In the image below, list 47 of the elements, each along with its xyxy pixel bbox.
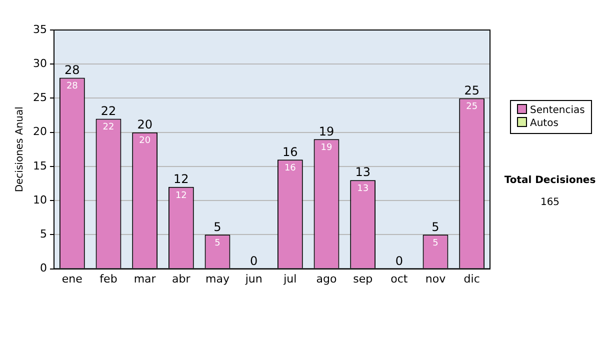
- total-label: 5: [432, 220, 440, 234]
- data-label: 16: [284, 163, 296, 174]
- x-tick-label: ago: [316, 272, 337, 286]
- total-label: 0: [395, 254, 403, 268]
- y-tick-label: 25: [32, 91, 47, 104]
- x-tick-label: oct: [390, 272, 408, 286]
- x-tick-label: nov: [425, 272, 446, 286]
- total-label: 12: [174, 172, 189, 186]
- x-tick-label: may: [206, 272, 230, 286]
- x-tick-label: mar: [134, 272, 156, 286]
- total-label: 16: [282, 144, 298, 159]
- x-tick-label: sep: [353, 272, 373, 286]
- data-label: 13: [357, 184, 369, 194]
- y-tick-label: 30: [32, 56, 47, 70]
- data-label: 28: [66, 82, 78, 92]
- total-label: 19: [318, 124, 334, 138]
- y-axis-title: Decisiones Anual: [14, 106, 26, 192]
- total-label: 13: [355, 165, 370, 180]
- total-label: 20: [137, 117, 152, 132]
- x-tick-label: ene: [62, 272, 83, 286]
- y-tick-label: 0: [40, 262, 47, 275]
- legend-label: Autos: [529, 117, 560, 130]
- x-tick-label: jun: [244, 272, 262, 286]
- data-label: 12: [175, 190, 187, 201]
- total-label: 28: [64, 62, 80, 77]
- y-tick-label: 35: [32, 22, 47, 36]
- y-tick-label: 5: [40, 228, 47, 241]
- total-label: 25: [464, 83, 480, 98]
- total-label: 5: [214, 220, 222, 234]
- y-tick-label: 10: [32, 193, 47, 206]
- x-tick-label: dic: [464, 272, 480, 286]
- x-tick-label: abr: [172, 272, 191, 286]
- text: Total Decisiones: [503, 174, 597, 188]
- data-label: 25: [466, 102, 478, 112]
- data-label: 20: [139, 136, 151, 146]
- y-tick-label: 20: [32, 125, 47, 138]
- total-label: 0: [250, 254, 258, 268]
- data-label: 22: [102, 122, 114, 133]
- data-label: 5: [214, 238, 220, 249]
- text: 165: [539, 196, 561, 210]
- total-label: 22: [100, 104, 116, 118]
- legend-label: Sentencias: [529, 104, 585, 117]
- data-label: 19: [320, 143, 332, 154]
- x-tick-label: jul: [282, 272, 297, 286]
- data-label: 5: [432, 238, 438, 249]
- y-tick-label: 15: [32, 159, 47, 172]
- x-tick-label: feb: [100, 272, 118, 286]
